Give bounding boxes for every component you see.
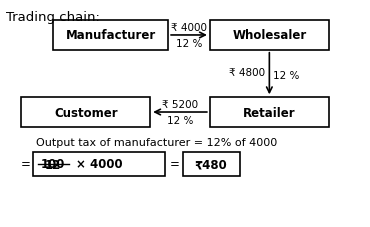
Bar (33, 152, 165, 176)
Text: =: = (170, 157, 180, 170)
Text: 12 %: 12 % (176, 39, 202, 49)
Text: ₹ 5200: ₹ 5200 (162, 100, 198, 110)
Text: 12 %: 12 % (167, 116, 193, 126)
Bar (210, 98, 329, 127)
Text: Customer: Customer (54, 106, 118, 119)
Bar (210, 21, 329, 51)
Bar (21, 98, 150, 127)
Text: Output tax of manufacturer = 12% of 4000: Output tax of manufacturer = 12% of 4000 (36, 137, 278, 147)
Text: Trading chain:: Trading chain: (6, 11, 100, 24)
Text: ₹ 4000: ₹ 4000 (171, 23, 207, 33)
Text: 12: 12 (45, 158, 61, 171)
Text: ₹480: ₹480 (195, 158, 228, 171)
Text: 12 %: 12 % (273, 71, 300, 81)
Text: Retailer: Retailer (243, 106, 296, 119)
Text: 100: 100 (41, 157, 65, 170)
Bar (183, 152, 240, 176)
Text: ₹ 4800: ₹ 4800 (229, 67, 265, 77)
Text: × 4000: × 4000 (76, 158, 122, 171)
Bar (53, 21, 168, 51)
Text: Wholesaler: Wholesaler (232, 29, 306, 42)
Text: =: = (21, 157, 31, 170)
Text: Manufacturer: Manufacturer (65, 29, 156, 42)
